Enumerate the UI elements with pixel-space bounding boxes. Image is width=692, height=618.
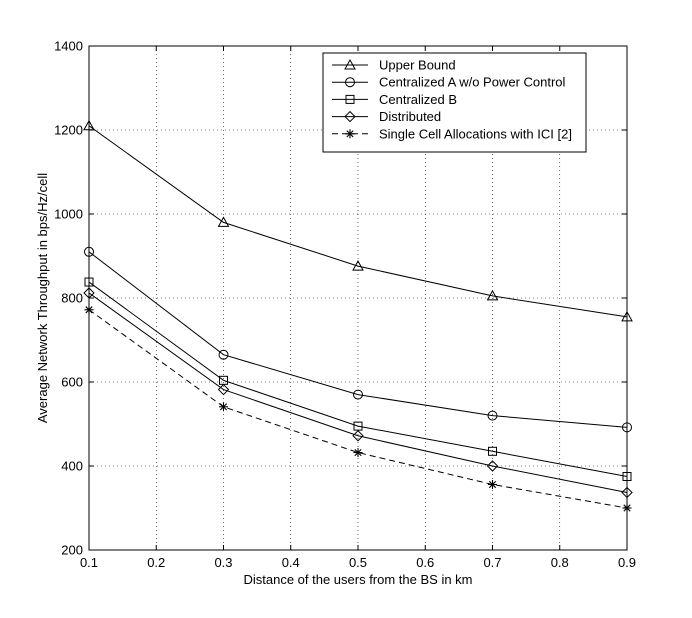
ticks-layer: 0.1 0.2 0.3 0.4 0.5 0.6 0.7 0.8 0.9 200 400 600 800 1… — [54, 39, 636, 571]
data-point-square — [488, 446, 497, 456]
legend-label: Single Cell Allocations with ICI [2] — [379, 126, 572, 141]
series-1 — [83, 119, 633, 322]
data-point-asterisk — [353, 448, 363, 458]
x-tick-label: 0.1 — [80, 555, 98, 570]
data-point-circle — [353, 389, 363, 400]
series-5 — [84, 305, 632, 513]
series-line — [88, 251, 628, 428]
y-tick-label: 400 — [61, 459, 83, 474]
data-point-triangle — [352, 260, 364, 271]
x-tick-label: 0.2 — [147, 555, 165, 570]
legend-marker-triangle — [344, 58, 356, 70]
legend-box — [322, 52, 587, 153]
series-line — [88, 309, 628, 509]
data-point-triangle — [217, 216, 230, 227]
asterisk-stroke — [346, 130, 354, 138]
series-line — [88, 125, 628, 318]
x-tick-label: 0.6 — [416, 555, 434, 570]
legend-label: Centralized B — [379, 92, 457, 107]
data-point-circle — [487, 410, 498, 421]
y-tick-label: 600 — [61, 375, 83, 390]
legend: Upper Bound Centralized A w/o Power Contr… — [322, 52, 587, 153]
x-tick-label: 0.9 — [618, 555, 636, 570]
x-tick-label: 0.5 — [349, 555, 367, 570]
y-axis-label: Average Network Throughput in bps/Hz/cel… — [35, 173, 50, 423]
y-tick-label: 1000 — [54, 207, 83, 222]
legend-marker-circle — [345, 77, 355, 88]
legend-marker-asterisk — [345, 129, 355, 139]
series-line — [88, 292, 628, 493]
asterisk-stroke — [354, 448, 362, 457]
y-tick-label: 1200 — [54, 123, 83, 138]
x-tick-label: 0.4 — [282, 555, 300, 570]
y-tick-label: 1400 — [54, 39, 83, 54]
legend-marker-square — [345, 94, 355, 104]
legend-label: Upper Bound — [379, 58, 456, 73]
data-point-asterisk — [488, 479, 497, 489]
x-tick-label: 0.8 — [551, 555, 569, 570]
data-point-triangle — [486, 289, 499, 301]
asterisk-stroke — [488, 480, 497, 489]
legend-marker-diamond — [344, 110, 356, 123]
x-tick-label: 0.3 — [214, 555, 232, 570]
data-point-diamond — [486, 460, 499, 472]
legend-label: Centralized A w/o Power Control — [379, 75, 566, 90]
data-point-asterisk — [219, 402, 228, 412]
data-point-diamond — [352, 430, 364, 442]
series-line — [88, 281, 628, 477]
data-point-circle — [218, 349, 229, 360]
legend-label: Distributed — [379, 109, 441, 124]
x-axis-label: Distance of the users from the BS in km — [243, 572, 472, 587]
y-tick-label: 800 — [61, 291, 83, 306]
y-tick-label: 200 — [61, 543, 83, 558]
x-tick-label: 0.7 — [483, 555, 501, 570]
series-layer — [83, 119, 633, 513]
asterisk-stroke — [219, 403, 228, 411]
data-point-diamond — [217, 383, 230, 396]
